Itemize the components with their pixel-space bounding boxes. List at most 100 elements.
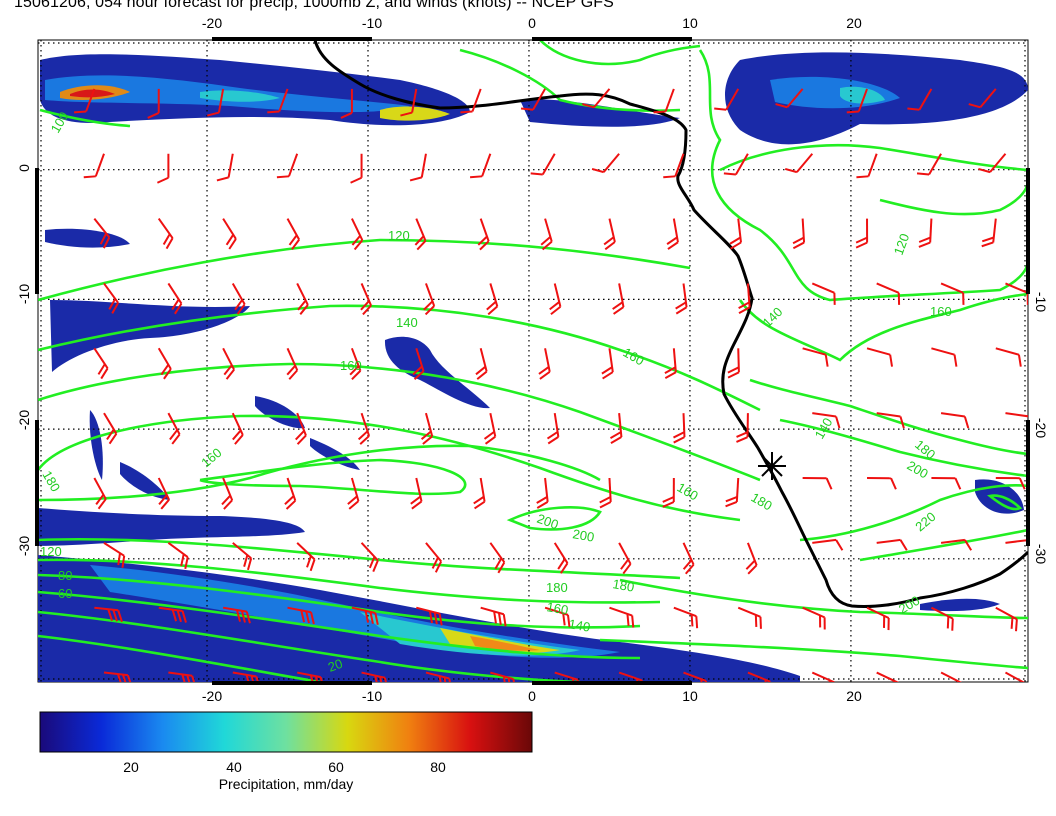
wind-barb	[802, 347, 829, 367]
wind-barb	[93, 477, 107, 510]
wind-barb	[167, 542, 189, 570]
wind-barb	[361, 671, 389, 682]
wind-barb	[83, 153, 105, 179]
wind-barb	[231, 412, 244, 445]
precipitation-colorbar: 20 40 60 80 Precipitation, mm/day	[39, 711, 533, 792]
wind-barb	[360, 542, 379, 572]
lon-tick-bottom: -20	[202, 688, 222, 704]
wind-barb	[978, 153, 1007, 174]
contour-line	[749, 378, 1028, 456]
contour-line	[38, 573, 641, 629]
contour-label: 160	[340, 358, 362, 373]
contour-label: 120	[388, 228, 410, 243]
wind-barb	[74, 88, 96, 114]
wind-barb	[347, 477, 360, 510]
wind-barb	[232, 542, 253, 571]
contour-line	[39, 108, 131, 128]
wind-barb	[296, 283, 309, 315]
contour-line	[38, 414, 741, 522]
lat-tick-left: -30	[16, 536, 32, 556]
precip-area	[380, 106, 450, 121]
wind-barb	[876, 538, 908, 551]
wind-barb	[802, 606, 826, 630]
precip-area	[255, 396, 305, 429]
wind-barb	[168, 671, 197, 682]
contour-line	[698, 49, 1028, 302]
wind-barb	[103, 671, 133, 682]
wind-barb	[736, 413, 749, 443]
wind-barb	[231, 282, 246, 315]
wind-barb	[784, 153, 814, 174]
wind-barb	[729, 218, 742, 250]
contour-label: 180	[611, 576, 635, 595]
wind-barb	[1004, 671, 1028, 682]
wind-barb	[812, 412, 841, 429]
contour-label: 160	[545, 599, 569, 618]
wind-barb	[158, 606, 187, 623]
wind-barb	[400, 88, 418, 117]
precip-area	[45, 228, 130, 248]
wind-barb	[603, 218, 616, 251]
wind-barb	[489, 542, 506, 574]
wind-barb	[995, 477, 1026, 490]
wind-barb	[157, 347, 172, 380]
wind-barb	[530, 153, 556, 176]
wind-barb	[940, 538, 973, 551]
wind-barb	[931, 347, 958, 367]
precip-area	[50, 300, 250, 372]
lon-tick-top: 20	[846, 15, 862, 31]
axis-labels: -20 -10 0 10 20 -20 -10 0 10 20 0 -10 -2…	[16, 15, 1049, 704]
wind-barb	[490, 671, 517, 682]
wind-barb	[360, 283, 372, 316]
wind-barb	[423, 283, 436, 316]
precip-area	[520, 99, 680, 127]
contour-label: 80	[58, 568, 72, 583]
wind-barb	[968, 88, 997, 109]
wind-barb	[856, 153, 878, 179]
contour-label: 120	[40, 544, 62, 559]
contour-line	[38, 444, 601, 502]
wind-barb	[940, 412, 970, 429]
wind-barb	[553, 542, 569, 574]
wind-barb	[340, 88, 353, 119]
wind-barb	[93, 217, 111, 249]
lat-lon-grid	[38, 40, 1028, 682]
contour-line	[719, 143, 1028, 172]
wind-barb	[296, 542, 316, 572]
wind-barb	[287, 606, 315, 625]
wind-barb	[682, 542, 695, 575]
contour-label: 60	[58, 586, 72, 601]
wind-barb	[612, 283, 625, 315]
contour-line	[38, 238, 691, 302]
lat-tick-left: -20	[16, 410, 32, 430]
colorbar-title: Precipitation, mm/day	[219, 776, 354, 792]
wind-barb	[276, 153, 299, 179]
contour-line	[738, 292, 1028, 362]
lon-tick-bottom: -10	[362, 688, 382, 704]
contour-line	[599, 638, 1028, 670]
precip-area	[120, 462, 170, 500]
lon-tick-bottom: 20	[846, 688, 862, 704]
wind-barb	[609, 606, 635, 628]
wind-barb	[350, 153, 363, 184]
wind-barb	[222, 606, 251, 624]
wind-barb	[916, 153, 942, 176]
lon-tick-top: -10	[362, 15, 382, 31]
colorbar-tick: 20	[123, 759, 139, 775]
colorbar-tick: 60	[328, 759, 344, 775]
wind-barb	[420, 412, 434, 445]
contour-line	[38, 537, 681, 580]
colorbar-gradient	[39, 711, 533, 753]
wind-barb	[157, 477, 170, 510]
wind-barb	[723, 153, 749, 176]
wind-barb	[673, 413, 686, 444]
wind-barb	[425, 542, 443, 573]
lat-tick-right: -20	[1033, 418, 1049, 438]
contour-line	[799, 484, 1028, 542]
wind-barb	[103, 542, 126, 568]
contour-label: 20	[326, 656, 345, 675]
contour-line	[38, 558, 661, 604]
wind-barb	[410, 477, 423, 510]
wind-barb	[536, 477, 549, 509]
